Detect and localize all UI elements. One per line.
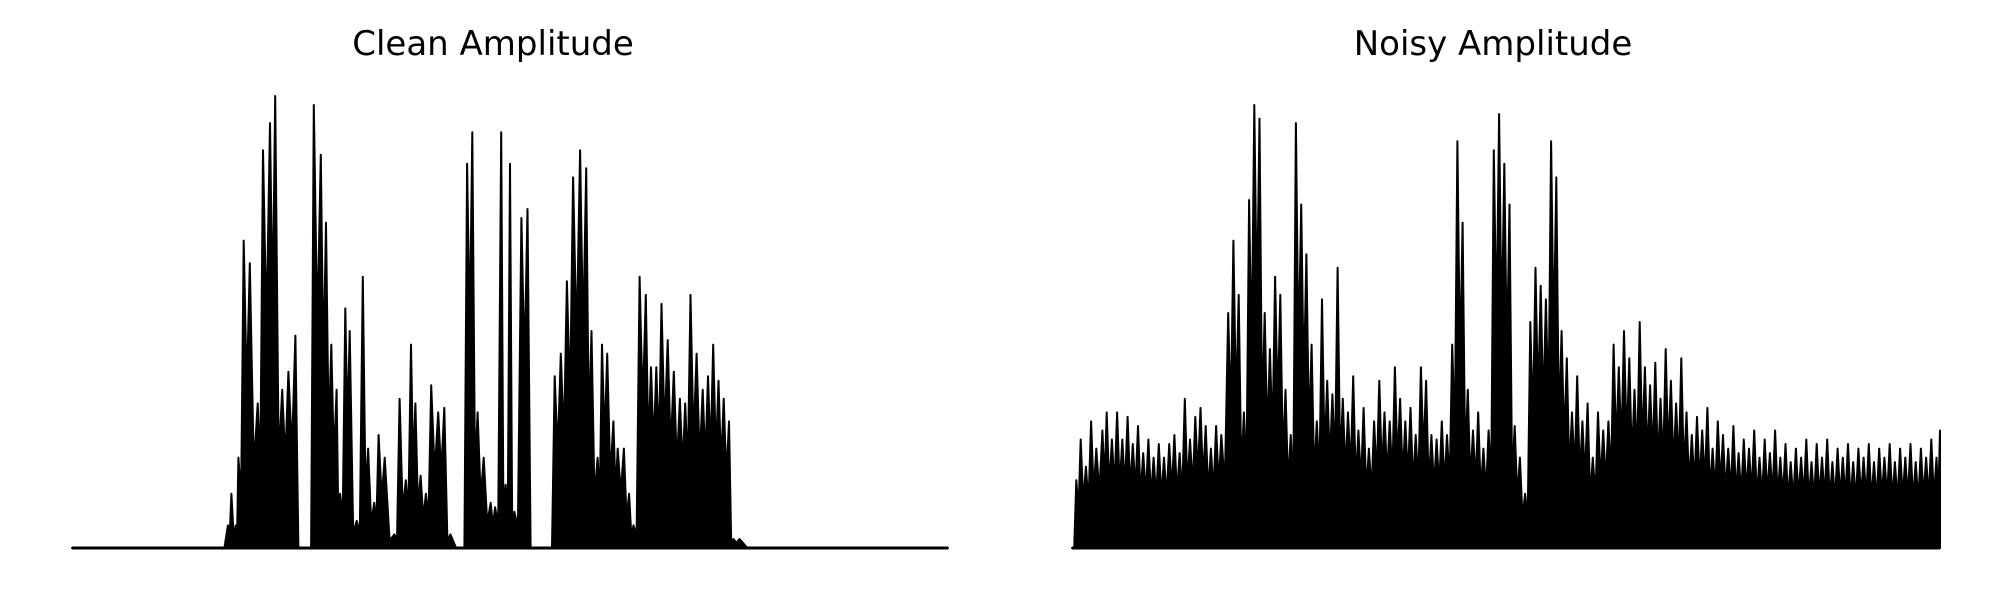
noisy-amplitude-waveform: [1071, 104, 1941, 550]
clean-amplitude-waveform: [71, 95, 949, 550]
noisy-amplitude-panel: Noisy Amplitude: [1000, 0, 2000, 600]
noisy-amplitude-title: Noisy Amplitude: [1353, 24, 1633, 64]
clean-amplitude-panel: Clean Amplitude: [71, 24, 949, 550]
clean-amplitude-title: Clean Amplitude: [352, 24, 634, 64]
waveform-area-noisy: [1071, 104, 1941, 549]
waveform-area-clean: [71, 95, 949, 549]
